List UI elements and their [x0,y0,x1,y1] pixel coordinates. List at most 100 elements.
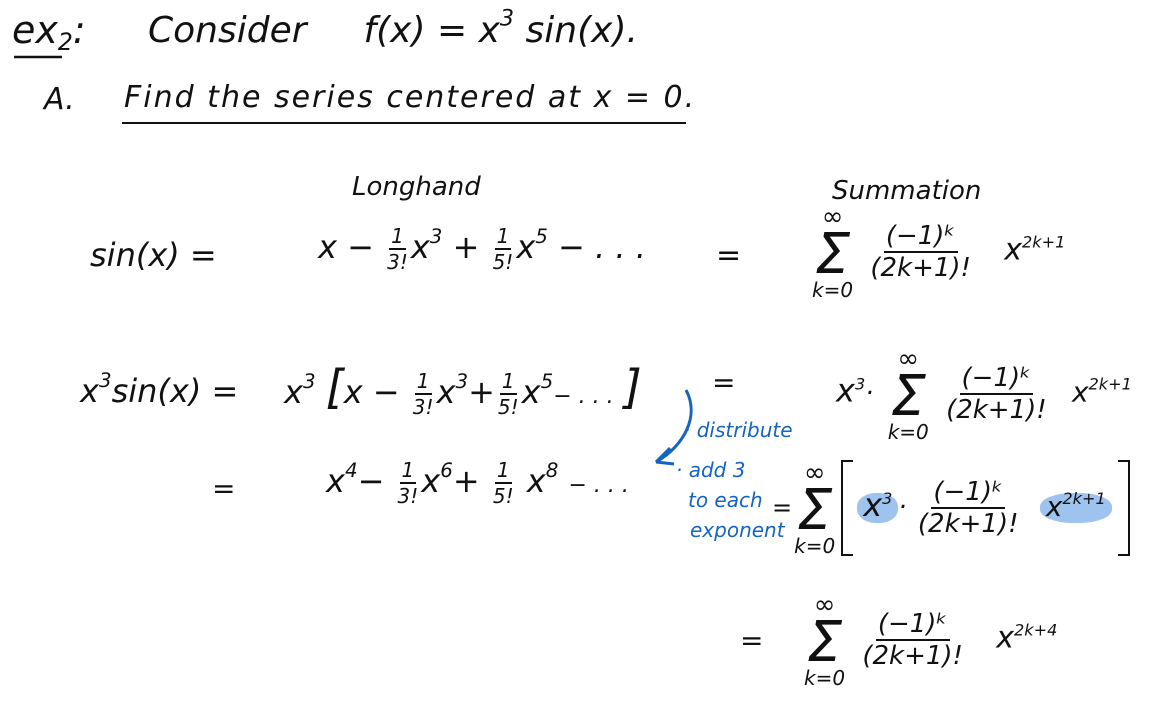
row3-x6: x [421,462,441,500]
row3-sum-frac: (−1)ᵏ (2k+1)! [918,479,1019,537]
row2-open-bracket: [ [325,360,344,414]
row1-frac1: 1 3! [387,226,408,272]
row2-term1: x − [343,373,400,411]
row3-sum-x: x [863,485,883,524]
row1-frac2-den: 5! [492,250,514,274]
row3-x8: x [526,462,546,500]
row2-e3: 3 [455,370,469,394]
row1-e3: 3 [429,225,443,249]
row3-frac2: 1 5! [493,460,514,506]
row1-frac2-num: 1 [494,224,512,250]
row3-sigma-symbol: Σ [796,478,833,543]
example-underline [14,55,62,59]
row2-sum-pre-x: x [836,371,855,410]
row3-sum-e: 3 [882,488,893,508]
row1-frac1-den: 3! [387,250,408,274]
row2-x5: x [521,373,541,411]
row2-frac2-num: 1 [499,369,517,395]
row3-sum-num: (−1)ᵏ [931,477,1006,510]
longhand-heading: Longhand [352,172,481,202]
row3-sum-dot: · [898,492,907,523]
row3-highlight-exp: x2k+1 [1039,489,1112,523]
row2-plus: + [468,373,495,411]
row2-frac2: 1 5! [498,371,519,417]
fx-right: sin(x). [514,10,638,51]
row4-sigma-lower: k=0 [804,666,846,691]
distribute-arrow [654,389,693,466]
part-a-underline [122,122,686,124]
row1-frac1-num: 1 [389,224,406,250]
row2-sum-exp: 2k+1 [1088,374,1132,394]
row1-tail: − . . . [558,228,646,266]
row3-equals: = [212,472,236,505]
row2-close-bracket: ] [623,360,642,414]
row2-frac2-den: 5! [497,395,519,419]
row2-e: 3 [302,370,316,394]
row1-sigma-symbol: Σ [814,222,851,287]
row2-sum-den: (2k+1)! [946,395,1047,426]
example-label: ex2: [12,8,86,54]
row1-sigma-lower: k=0 [812,278,854,303]
row1-sum-den: (2k+1)! [870,253,971,284]
row2-sum-x: x [1071,375,1089,409]
row3-equals-2: = [772,493,793,522]
fx-exponent: 3 [499,5,515,32]
row4-sum-x: x [996,620,1015,656]
row3-tail: − . . . [568,473,629,498]
row4-sum-num: (−1)ᵏ [875,609,950,642]
row1-sum-frac: (−1)ᵏ (2k+1)! [870,223,971,281]
row1-sum-num: (−1)ᵏ [883,221,958,254]
row4-sigma-symbol: Σ [806,610,843,675]
row1-e5: 5 [535,225,548,249]
row3-frac1-num: 1 [399,458,417,484]
row2-x3: x [436,373,456,411]
row3-frac1-den: 3! [397,484,419,508]
row3-close-bracket [1117,460,1130,557]
row2-sum-dot: · [865,378,874,409]
note-to-each: to each [688,488,763,512]
row3-frac2-num: 1 [494,458,512,484]
consider-word: Consider [148,10,307,51]
row2-lhs-x: x [80,372,99,410]
row4-sum-frac: (−1)ᵏ (2k+1)! [862,611,963,669]
row1-x5: x [516,228,536,266]
row4-sum-den: (2k+1)! [862,641,963,672]
note-distribute: · distribute [684,418,793,442]
row3-frac2-den: 5! [492,484,514,508]
example-label-text: ex [12,8,58,52]
row1-plus: + [452,228,480,266]
row3-longhand: x4− 1 3! x6+ 1 5! x8 − . . . [326,460,629,506]
row2-lhs: x3sin(x) = [80,371,238,410]
row2-tail: − . . . [553,384,614,409]
row1-x3: x [410,228,430,266]
row2-frac1-den: 3! [412,395,434,419]
row4-sigma-upper: ∞ [813,590,836,620]
row4-equals: = [740,624,764,657]
fx-left: f(x) = x [363,10,500,51]
row2-sigma-symbol: Σ [890,364,926,429]
row3-highlight-x3: x3 [857,486,899,524]
row3-sum-x2: x [1045,489,1063,523]
row1-sum-x: x [1004,232,1023,268]
example-label-colon: : [72,8,86,52]
row3-sum-exp2: 2k+1 [1062,488,1106,508]
row1-sigma-upper: ∞ [821,202,844,232]
row2-frac1: 1 3! [413,371,434,417]
row2-x: x [284,373,303,411]
row3-minus: − [357,462,385,500]
row3-frac1: 1 3! [398,460,419,506]
row3-e8: 8 [545,459,559,483]
row2-frac1-num: 1 [414,369,432,395]
summation-heading: Summation [832,176,982,206]
row2-equals: = [712,366,736,399]
row1-term1: x − [318,228,374,266]
row3-sigma-lower: k=0 [794,534,836,559]
part-a-text: Find the series centered at x = 0. [124,80,697,115]
part-a-letter: A. [44,82,75,117]
